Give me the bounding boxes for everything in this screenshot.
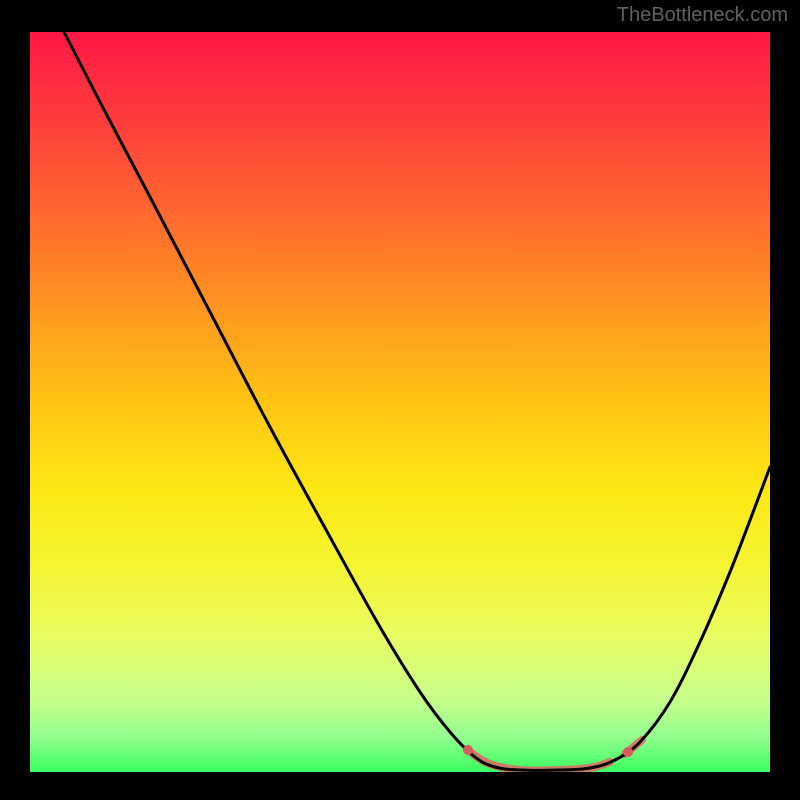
chart-svg — [30, 32, 770, 772]
highlight-dot-1 — [623, 747, 633, 757]
highlight-dot-0 — [463, 745, 473, 755]
chart-area — [30, 32, 770, 772]
watermark-text: TheBottleneck.com — [617, 4, 788, 27]
